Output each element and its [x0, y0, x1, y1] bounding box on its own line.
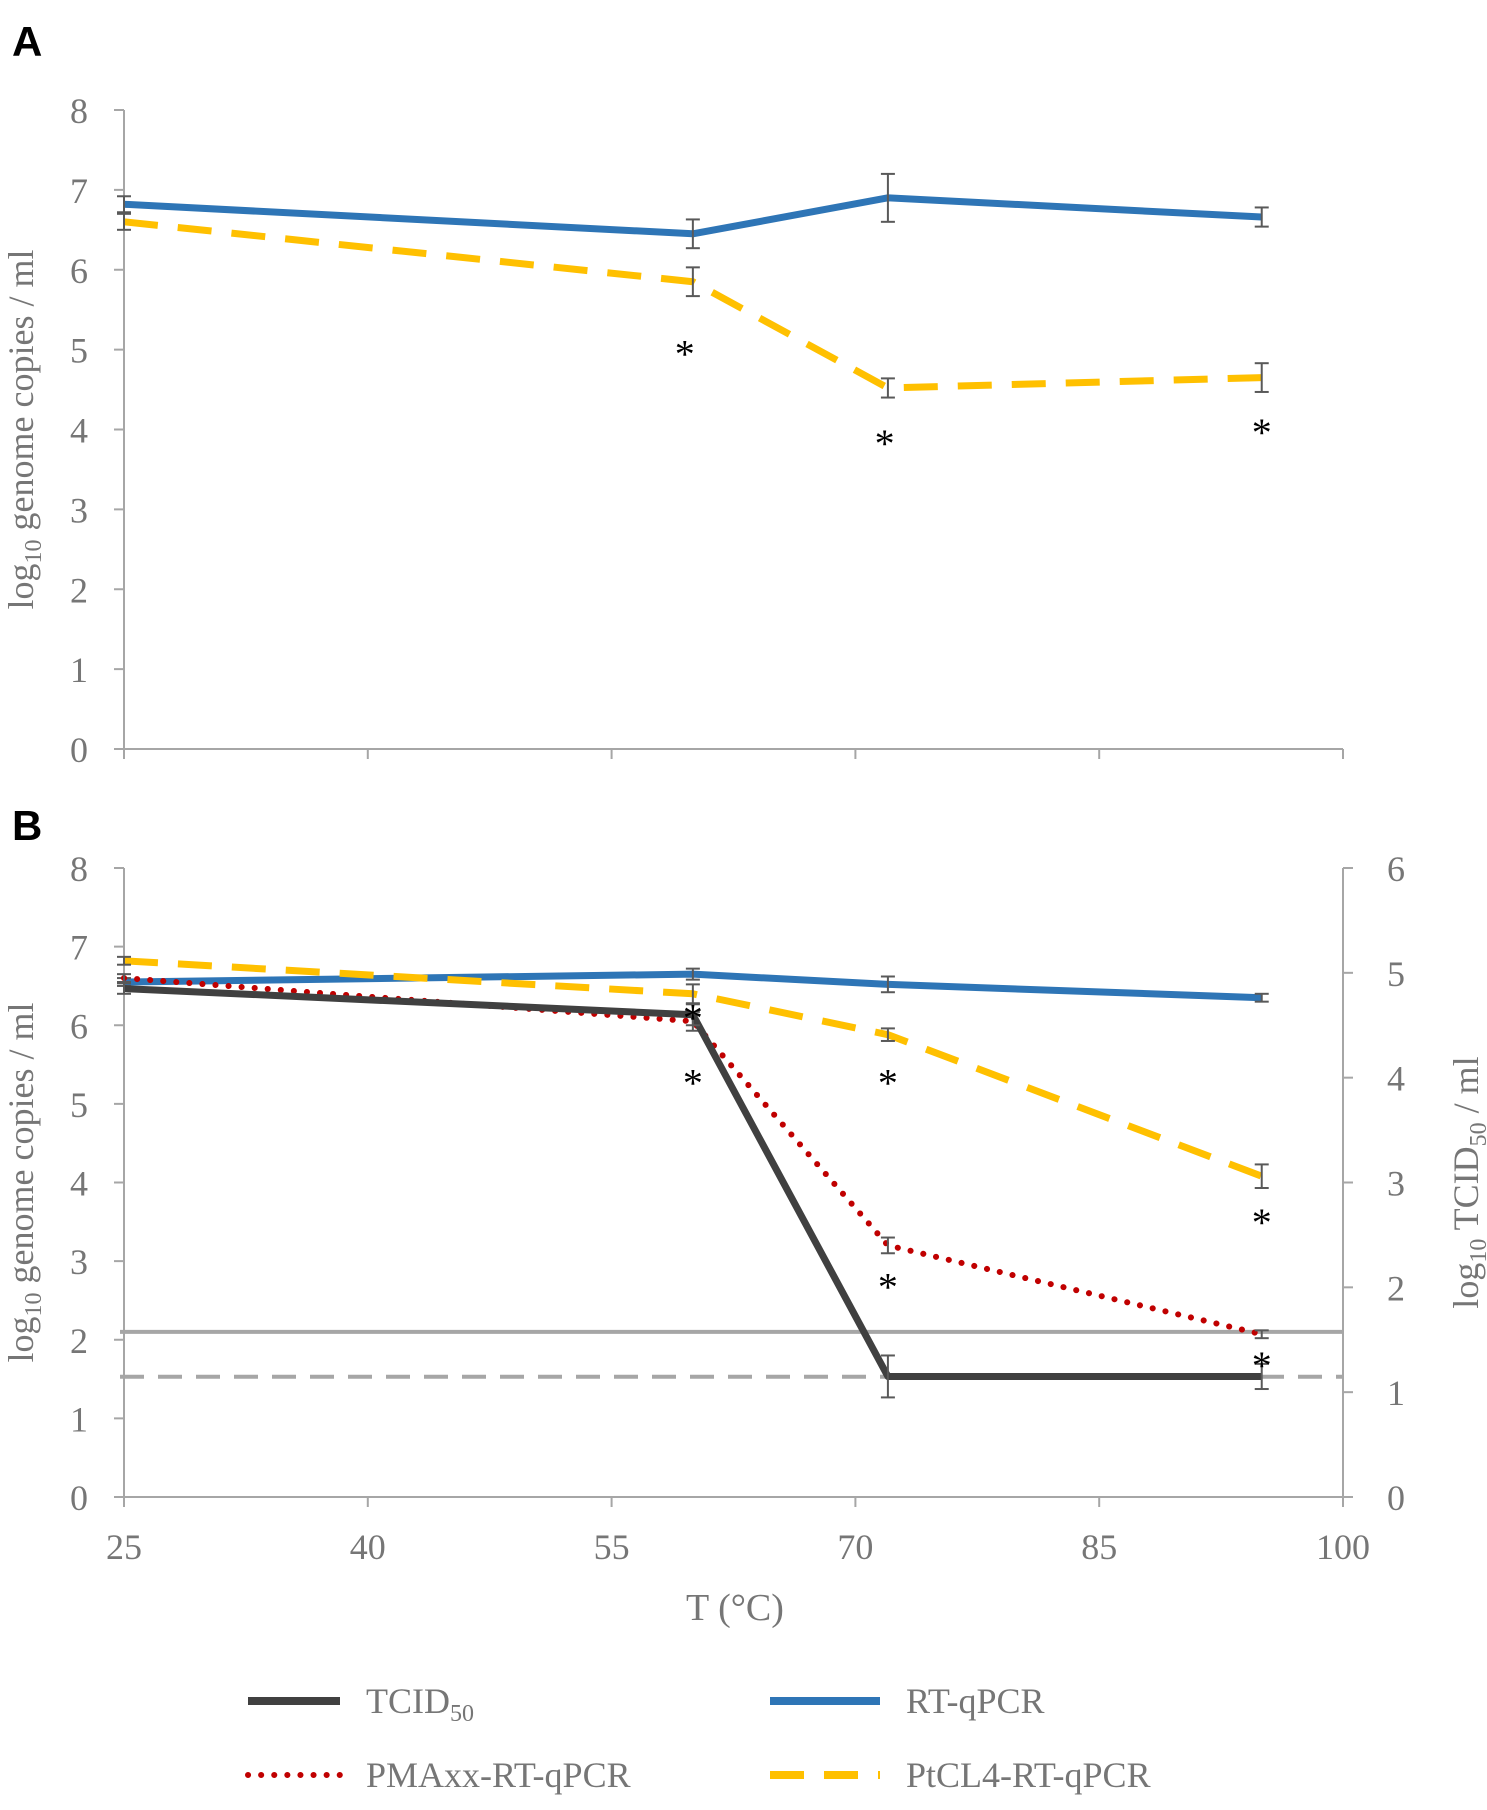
series-line-ptcl4: [123, 957, 1263, 1180]
y-tick-label: 8: [70, 91, 88, 131]
panel-b: B log10 genome copies / ml log10 TCID50 …: [1, 802, 1487, 1629]
legend: TCID50 RT-qPCR PMAxx-RT-qPCR PtCL4-RT-qPCR: [245, 1681, 1151, 1795]
y-axis-title: log10 genome copies / ml: [1, 1003, 47, 1363]
x-tick-label: 55: [594, 1527, 630, 1567]
y-tick-label: 3: [70, 490, 88, 530]
y-tick-label: 0: [70, 730, 88, 770]
legend-label-text: RT-qPCR: [906, 1681, 1045, 1721]
legend-label-tcid50: TCID50: [366, 1681, 474, 1727]
y-tick-label: 5: [70, 331, 88, 371]
legend-label-rtqpcr: RT-qPCR: [906, 1681, 1045, 1721]
legend-label-text: PMAxx-RT-qPCR: [366, 1755, 631, 1795]
x-tick-label: 40: [350, 1527, 386, 1567]
y-axis-title-prefix: log: [1, 563, 41, 609]
panel-a-series: [117, 172, 1269, 399]
y2-axis-title-subscript: 10: [1466, 1239, 1487, 1263]
significance-asterisk: *: [1252, 410, 1272, 455]
panel-b-axes: 0 1 2 3 4 5 6 7 8 25 40 55 70 85 100 0 1 2 3 4 5 6: [70, 849, 1405, 1567]
panel-b-reference-lines: [120, 1329, 1343, 1379]
y2-tick-label: 6: [1387, 849, 1405, 889]
y2-tick-label: 2: [1387, 1268, 1405, 1308]
y2-tick-label: 0: [1387, 1478, 1405, 1518]
x-tick-label: 85: [1081, 1527, 1117, 1567]
series-line-tcid50: [123, 985, 1262, 1380]
x-tick-label: 25: [106, 1527, 142, 1567]
y-tick-label: 6: [70, 1006, 88, 1046]
significance-asterisk: *: [878, 1264, 898, 1309]
y-tick-label: 0: [70, 1478, 88, 1518]
y-tick-label: 7: [70, 171, 88, 211]
legend-label-text: PtCL4-RT-qPCR: [906, 1755, 1151, 1795]
panel-b-series: [117, 955, 1269, 1399]
significance-asterisk: *: [875, 421, 895, 466]
legend-label-subscript: 50: [450, 1701, 474, 1727]
y-tick-label: 7: [70, 928, 88, 968]
panel-b-label: B: [12, 802, 42, 849]
y2-axis-title-subscript2: 50: [1466, 1122, 1487, 1146]
y-tick-label: 1: [70, 1399, 88, 1439]
significance-asterisk: *: [683, 1061, 703, 1106]
legend-label-text: TCID: [366, 1681, 450, 1721]
panel-b-x-axis-label: T (°C): [686, 1587, 784, 1629]
y-axis-title-subscript: 10: [21, 1292, 47, 1316]
y2-axis-title-mid: TCID: [1446, 1146, 1486, 1238]
panel-a-axes: 0 1 2 3 4 5 6 7 8: [70, 91, 1344, 770]
y-tick-label: 8: [70, 849, 88, 889]
y2-tick-label: 3: [1387, 1164, 1405, 1204]
y-axis-title-rest: genome copies / ml: [1, 1003, 41, 1293]
y-axis-title-subscript: 10: [21, 539, 47, 563]
y-axis-title-prefix: log: [1, 1316, 41, 1362]
y-tick-label: 3: [70, 1242, 88, 1282]
y-axis-title: log10 genome copies / ml: [1, 250, 47, 610]
series-line-ptcl4: [123, 218, 1262, 392]
y-tick-label: 5: [70, 1085, 88, 1125]
y-tick-label: 4: [70, 411, 88, 451]
legend-label-ptcl4: PtCL4-RT-qPCR: [906, 1755, 1151, 1795]
significance-asterisk: *: [675, 332, 695, 377]
x-tick-label: 70: [837, 1527, 873, 1567]
y2-axis-title-rest: / ml: [1446, 1056, 1486, 1122]
y2-axis-title-prefix: log: [1446, 1263, 1486, 1309]
panel-a-y-axis-label: log10 genome copies / ml: [1, 250, 47, 610]
panel-a-annotations: * * *: [675, 332, 1272, 466]
y2-tick-label: 4: [1387, 1059, 1405, 1099]
panel-b-y2-axis-label: log10 TCID50 / ml: [1446, 1056, 1487, 1308]
y-tick-label: 4: [70, 1164, 88, 1204]
significance-asterisk: *: [1252, 1343, 1272, 1388]
significance-asterisk: *: [683, 995, 703, 1040]
panel-b-y-axis-label: log10 genome copies / ml: [1, 1003, 47, 1363]
y-tick-label: 1: [70, 650, 88, 690]
y-tick-label: 2: [70, 1321, 88, 1361]
y2-tick-label: 1: [1387, 1373, 1405, 1413]
legend-label-pmaxx: PMAxx-RT-qPCR: [366, 1755, 631, 1795]
x-tick-label: 100: [1316, 1527, 1370, 1567]
panel-a-label: A: [12, 18, 42, 65]
y-axis-title-rest: genome copies / ml: [1, 250, 41, 540]
panel-a: A log10 genome copies / ml 0 1 2 3 4 5 6 7 8 * * *: [1, 18, 1344, 770]
significance-asterisk: *: [1252, 1200, 1272, 1245]
significance-asterisk: *: [878, 1061, 898, 1106]
y2-tick-label: 5: [1387, 954, 1405, 994]
y-tick-label: 2: [70, 570, 88, 610]
y2-axis-title: log10 TCID50 / ml: [1446, 1056, 1487, 1308]
panel-b-annotations: * * * * * *: [683, 995, 1272, 1388]
series-line-rtqpcr: [123, 194, 1262, 238]
y-tick-label: 6: [70, 251, 88, 291]
